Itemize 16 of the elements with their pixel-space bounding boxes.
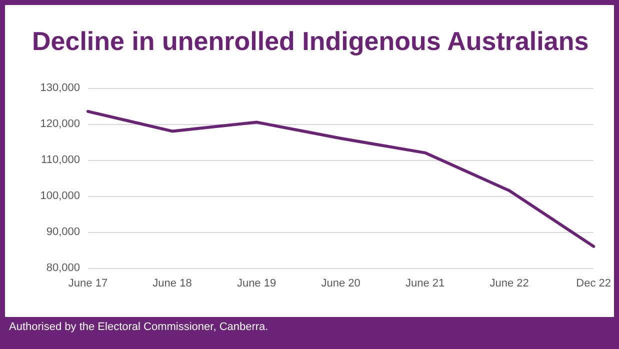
x-tick-label: Dec 22	[576, 278, 612, 290]
x-tick-label: June 19	[236, 278, 276, 290]
x-tick-label: June 20	[321, 278, 360, 290]
y-tick-label: 90,000	[46, 226, 80, 238]
y-tick-label: 80,000	[46, 262, 80, 274]
y-tick-label: 130,000	[40, 82, 80, 94]
y-tick-label: 100,000	[40, 190, 80, 202]
x-tick-label: June 22	[490, 278, 529, 290]
x-tick-label: June 17	[68, 278, 108, 290]
y-tick-label: 110,000	[41, 154, 80, 166]
chart-title: Decline in unenrolled Indigenous Australians	[32, 26, 589, 56]
x-tick-label: June 21	[405, 278, 445, 290]
text: Authorised by the Electoral Commissioner, Canberra.	[9, 321, 268, 333]
line-series	[86, 110, 596, 248]
y-tick-label: 120,000	[40, 118, 80, 130]
x-tick-label: June 18	[152, 278, 192, 290]
